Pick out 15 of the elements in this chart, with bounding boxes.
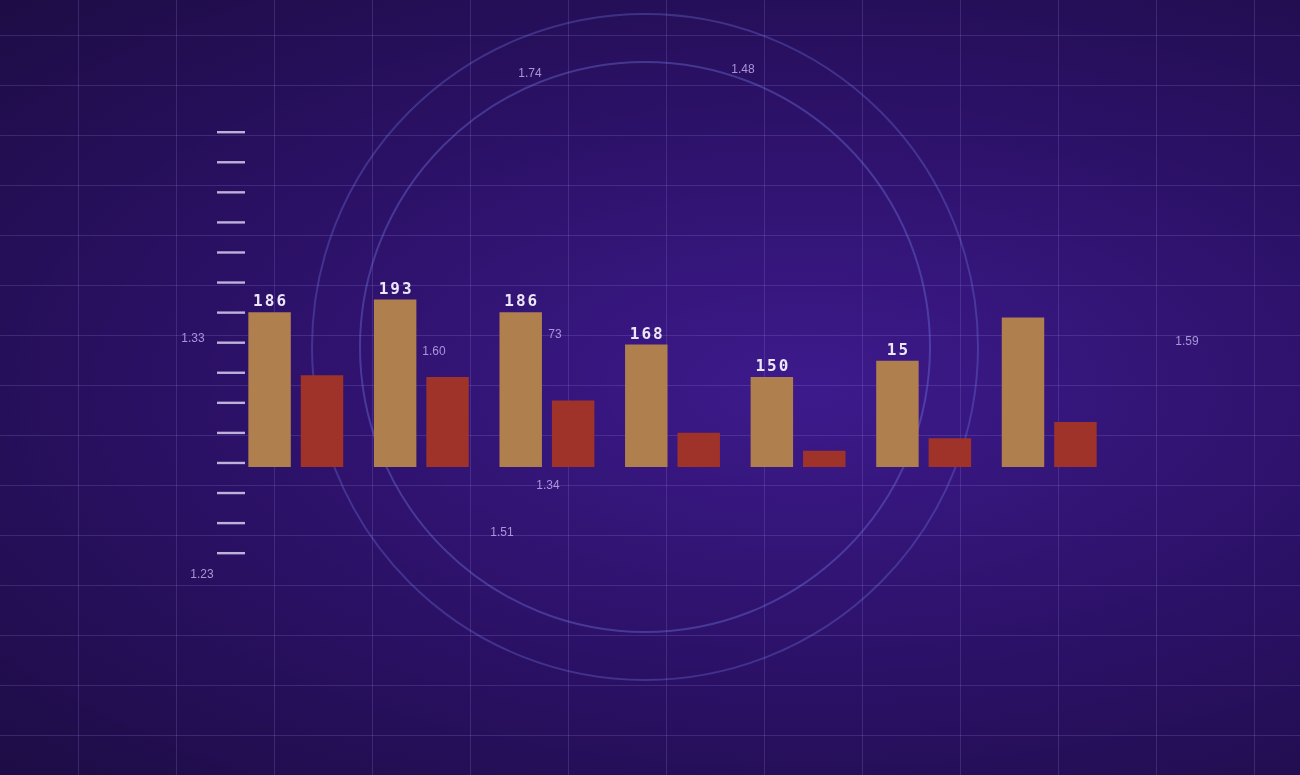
- annotation: 1.51: [490, 525, 514, 540]
- text: 1.23: [190, 567, 214, 582]
- text: 1.33: [181, 331, 205, 346]
- text: 1.59: [1175, 334, 1199, 349]
- data-label: 168: [629, 323, 665, 343]
- data-label: 186: [253, 291, 289, 311]
- annotation: 1.34: [536, 478, 560, 493]
- text: 1.48: [731, 62, 755, 77]
- annotation: 1.60: [422, 344, 446, 359]
- data-label: 186: [504, 291, 540, 311]
- annotation: 15: [886, 339, 911, 359]
- data-label: 193: [378, 278, 414, 298]
- data-label: 150: [755, 356, 791, 375]
- annotation: 73: [548, 327, 562, 342]
- text: 1.74: [518, 66, 542, 81]
